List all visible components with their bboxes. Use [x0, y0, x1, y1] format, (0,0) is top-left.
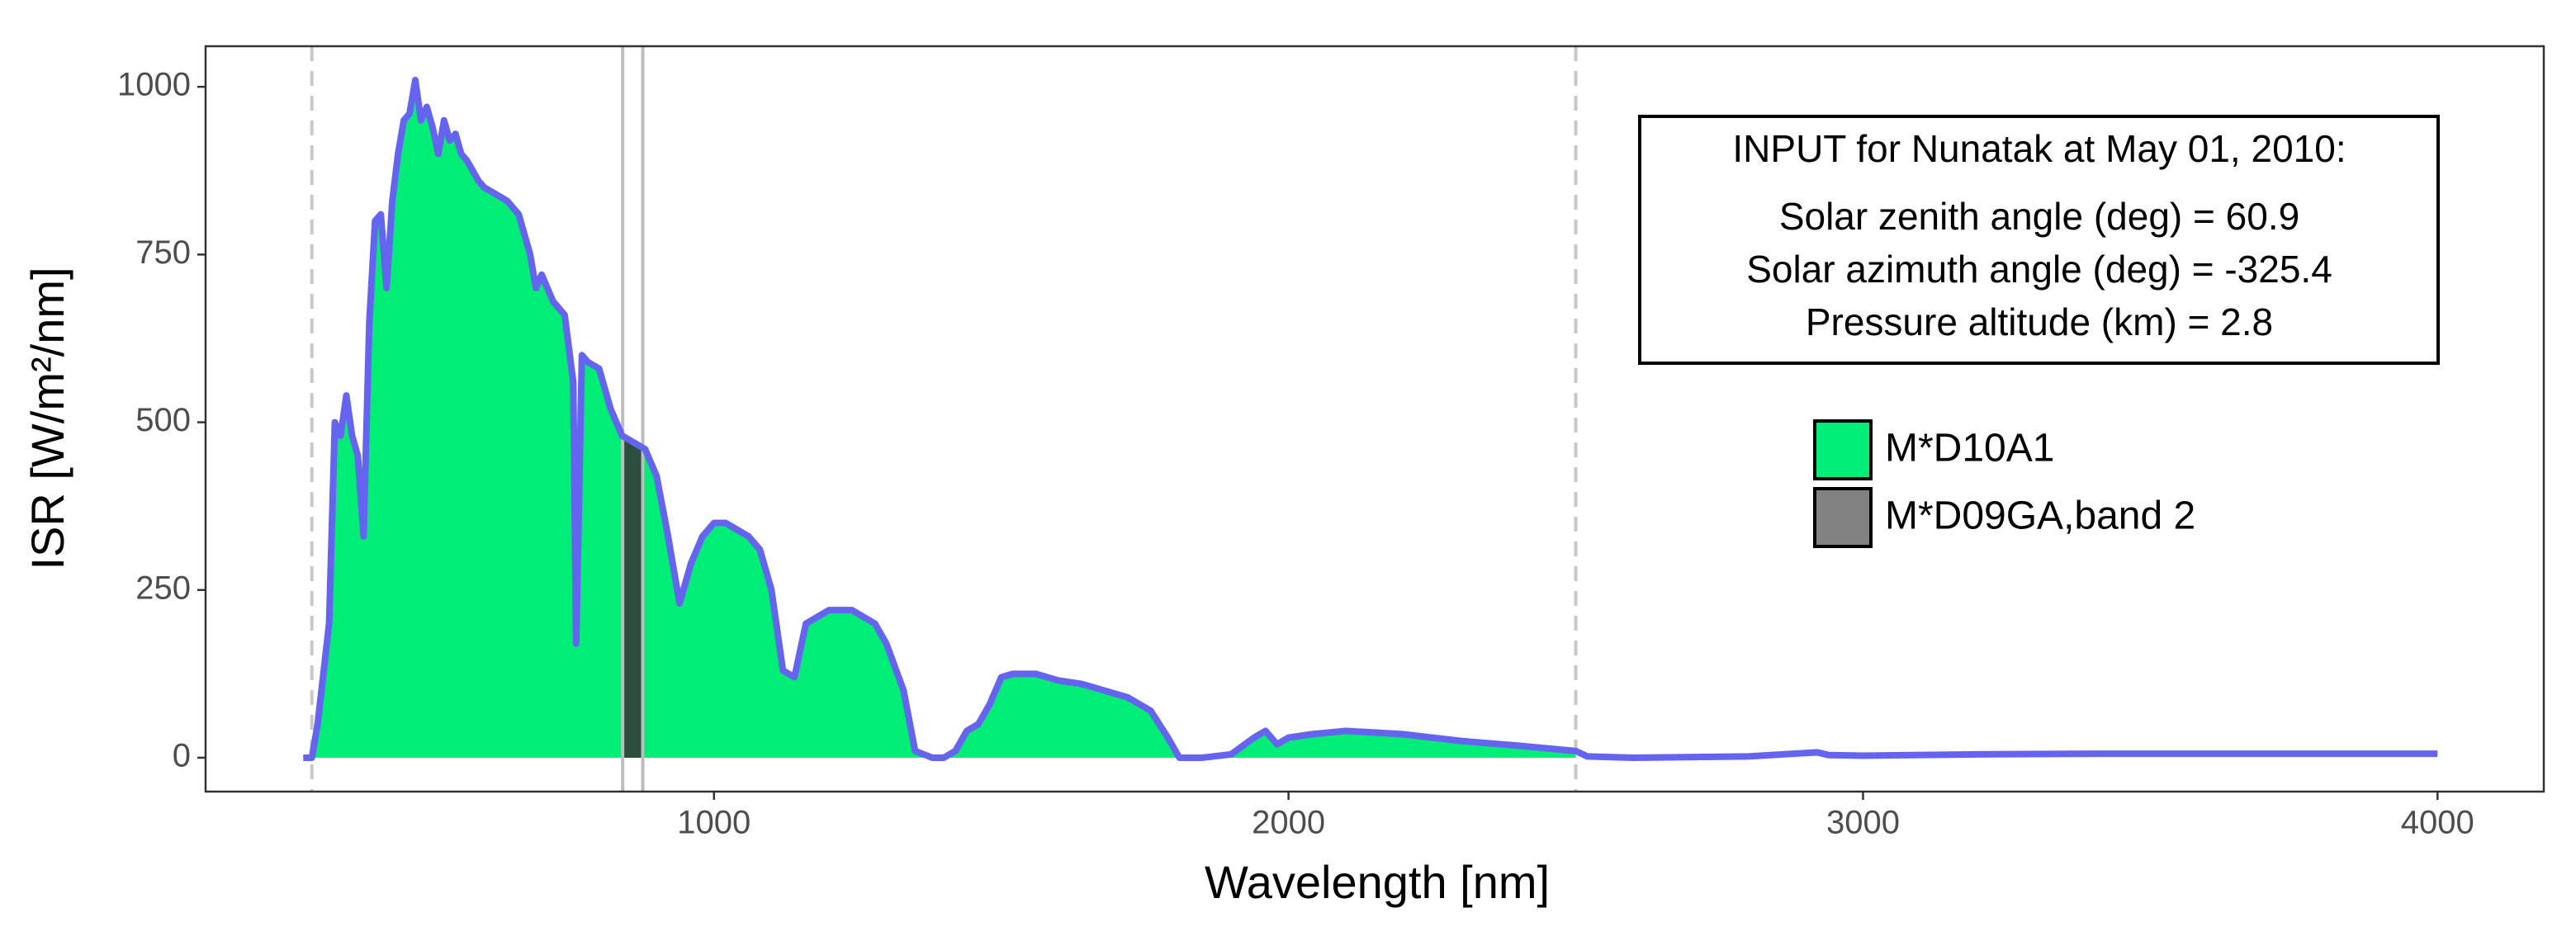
y-tick-label: 250 — [135, 570, 191, 606]
spectrum-line — [303, 77, 2438, 761]
y-tick-label: 500 — [135, 402, 191, 438]
annotation-box — [1638, 115, 2440, 365]
annotation-title: INPUT for Nunatak at May 01, 2010: — [1732, 127, 2346, 170]
band-area — [623, 436, 643, 758]
legend-label: M*D10A1 — [1885, 427, 2054, 470]
annotation-line: Solar azimuth angle (deg) = -325.4 — [1746, 248, 2332, 291]
x-tick-label: 1000 — [677, 805, 751, 841]
y-axis-title: ISR [W/m²/nm] — [21, 267, 73, 570]
y-tick-label: 0 — [173, 738, 191, 774]
annotation-line: Solar zenith angle (deg) = 60.9 — [1779, 195, 2299, 238]
legend-label: M*D09GA,band 2 — [1885, 494, 2195, 538]
annotation-line: Pressure altitude (km) = 2.8 — [1806, 300, 2273, 343]
x-tick-label: 3000 — [1826, 805, 1900, 841]
x-axis-title: Wavelength [nm] — [1205, 856, 1550, 908]
y-tick-label: 1000 — [117, 67, 191, 103]
legend-key — [1813, 419, 1873, 480]
x-tick-label: 2000 — [1252, 805, 1325, 841]
y-tick-label: 750 — [135, 234, 191, 271]
x-tick-label: 4000 — [2401, 805, 2474, 841]
legend-key — [1813, 487, 1873, 548]
band-area — [311, 80, 1576, 758]
plot-border — [204, 45, 2545, 793]
